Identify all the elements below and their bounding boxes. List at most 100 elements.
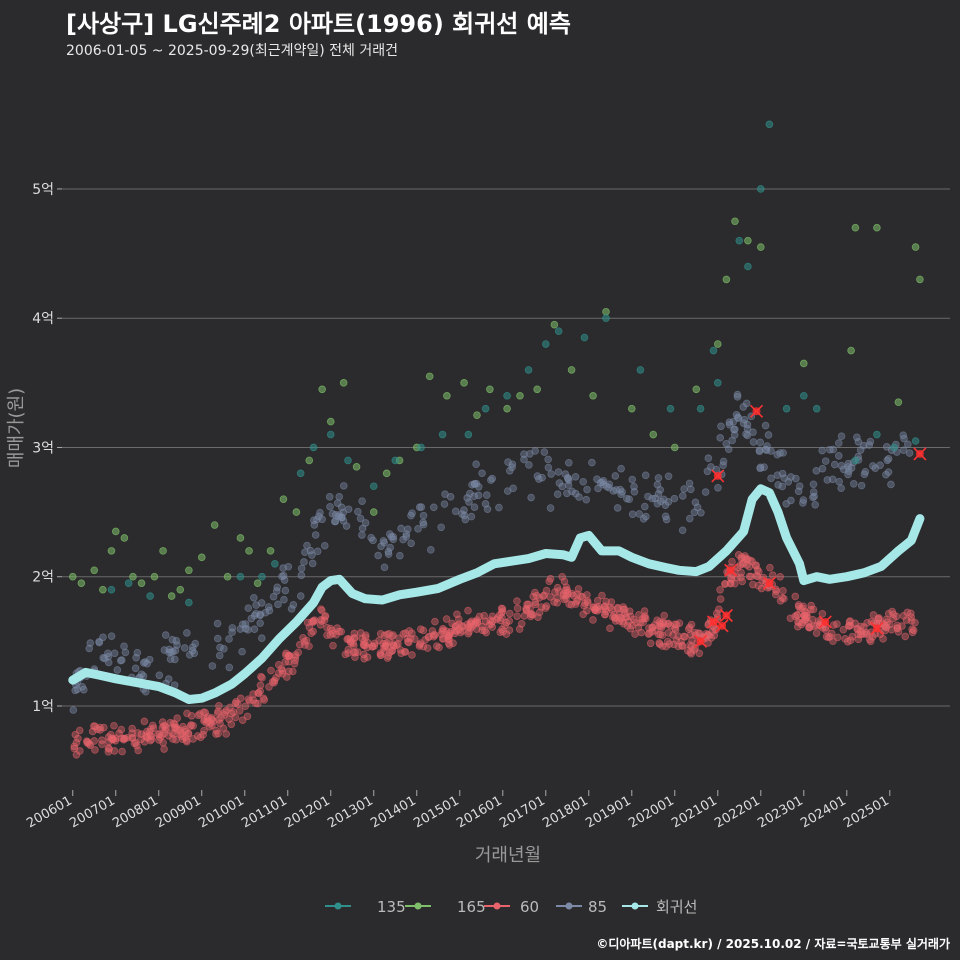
data-point-85 <box>865 441 874 449</box>
x-tick-label: 201501 <box>411 793 461 831</box>
data-point-60 <box>737 553 746 561</box>
data-point-85 <box>853 433 861 442</box>
data-point-135 <box>503 391 511 400</box>
data-point-85 <box>256 611 264 620</box>
data-point-85 <box>630 487 639 496</box>
data-point-165 <box>129 572 137 581</box>
data-point-85 <box>296 592 305 600</box>
x-tick-label: 201301 <box>325 793 375 831</box>
data-point-85 <box>213 619 222 628</box>
data-point-85 <box>238 620 247 629</box>
data-point-165 <box>223 572 232 581</box>
x-tick-label: 200701 <box>67 793 117 831</box>
data-point-135 <box>580 333 589 342</box>
data-point-85 <box>520 450 528 458</box>
highlight-mark <box>749 404 764 418</box>
data-point-60 <box>149 724 158 733</box>
data-point-60 <box>772 587 780 595</box>
highlight-cross <box>715 619 729 633</box>
data-point-135 <box>812 404 821 413</box>
data-point-60 <box>684 625 693 633</box>
data-point-60 <box>207 719 215 727</box>
highlight-cross <box>724 563 738 577</box>
data-point-85 <box>558 482 567 491</box>
x-axis-title: 거래년월 <box>475 845 541 866</box>
data-point-85 <box>664 472 673 481</box>
legend-item-회귀선: 회귀선 <box>622 898 697 916</box>
data-point-60 <box>721 580 729 588</box>
data-point-60 <box>453 610 461 619</box>
legend-label: 165 <box>457 898 486 916</box>
data-point-60 <box>487 620 496 628</box>
data-point-85 <box>795 482 804 491</box>
data-point-60 <box>265 683 273 691</box>
data-point-60 <box>563 586 571 594</box>
data-point-85 <box>635 510 644 518</box>
y-tick-label: 2억 <box>32 570 54 586</box>
data-point-85 <box>160 646 169 654</box>
data-point-60 <box>687 630 695 639</box>
data-point-60 <box>194 711 203 720</box>
data-point-85 <box>602 482 611 491</box>
data-point-60 <box>598 591 606 600</box>
data-point-60 <box>432 642 441 650</box>
data-point-85 <box>145 655 154 664</box>
data-point-60 <box>786 614 795 623</box>
data-point-85 <box>623 494 631 503</box>
data-point-60 <box>222 706 231 715</box>
data-point-60 <box>675 619 684 627</box>
data-point-85 <box>472 479 481 488</box>
data-point-60 <box>256 681 265 690</box>
data-point-60 <box>478 626 487 635</box>
data-point-165 <box>111 527 120 536</box>
data-point-85 <box>437 523 445 532</box>
data-point-60 <box>70 742 79 751</box>
data-point-60 <box>839 625 848 634</box>
data-point-85 <box>113 666 122 674</box>
data-point-165 <box>176 585 185 594</box>
data-point-135 <box>911 437 920 445</box>
data-point-60 <box>560 577 569 586</box>
highlight-mark <box>711 469 725 483</box>
data-point-135 <box>756 185 765 193</box>
data-point-135 <box>713 379 722 387</box>
data-point-85 <box>733 390 742 399</box>
data-point-85 <box>561 470 570 478</box>
data-point-60 <box>201 708 209 717</box>
data-point-85 <box>402 530 411 538</box>
data-point-60 <box>137 730 146 739</box>
data-point-85 <box>250 611 259 620</box>
data-point-85 <box>755 447 764 456</box>
highlight-cross <box>870 621 884 635</box>
data-point-85 <box>311 531 320 539</box>
data-point-60 <box>608 605 616 614</box>
data-point-60 <box>862 628 871 637</box>
data-point-85 <box>107 632 116 640</box>
data-point-85 <box>527 493 535 502</box>
data-point-60 <box>140 717 149 726</box>
data-point-60 <box>291 651 300 659</box>
data-point-60 <box>285 667 293 676</box>
x-tick-label: 200801 <box>110 793 160 831</box>
data-point-85 <box>287 605 296 613</box>
data-point-60 <box>826 633 834 641</box>
data-point-85 <box>478 469 486 478</box>
data-point-85 <box>374 551 382 560</box>
data-point-60 <box>241 702 250 711</box>
data-point-85 <box>407 539 415 548</box>
data-point-60 <box>833 633 842 642</box>
data-point-60 <box>907 609 915 618</box>
data-point-60 <box>678 641 686 650</box>
data-point-85 <box>279 571 288 580</box>
data-point-85 <box>269 592 278 601</box>
data-point-60 <box>505 626 514 635</box>
data-point-165 <box>245 547 253 555</box>
legend-item-60: 60 <box>484 898 539 916</box>
data-point-60 <box>716 585 724 594</box>
data-point-85 <box>256 619 264 627</box>
data-point-165 <box>731 217 739 226</box>
data-point-60 <box>275 661 283 669</box>
data-point-60 <box>854 635 863 644</box>
data-point-85 <box>535 475 543 483</box>
data-point-60 <box>100 723 108 732</box>
